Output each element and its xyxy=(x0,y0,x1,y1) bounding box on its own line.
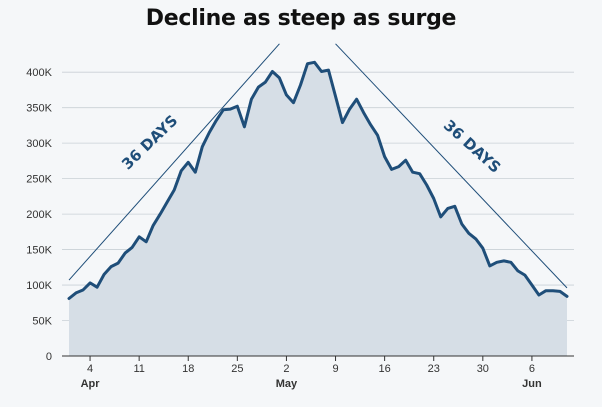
x-month-label: May xyxy=(276,378,298,390)
y-tick-label: 350K xyxy=(26,103,52,115)
data-line xyxy=(67,60,569,300)
annotation-line xyxy=(68,43,280,281)
x-tick-label: 2 xyxy=(283,363,289,375)
y-tick-label: 0 xyxy=(46,351,52,363)
chart-title: Decline as steep as surge xyxy=(145,6,457,31)
annotation-lines xyxy=(68,43,568,289)
x-axis-tick-labels: 4 Apr 11 18 25 2 May 9 16 23 30 6 Jun xyxy=(81,363,542,390)
y-tick-label: 250K xyxy=(26,174,52,186)
y-tick-label: 400K xyxy=(26,67,52,79)
x-tick-label: 25 xyxy=(231,363,243,375)
y-tick-label: 300K xyxy=(26,138,52,150)
area-shape xyxy=(69,62,567,357)
x-tick-label: 6 xyxy=(529,363,535,375)
y-tick-label: 100K xyxy=(26,280,52,292)
area-fill xyxy=(69,62,567,357)
x-tick-label: 16 xyxy=(379,363,391,375)
y-axis-tick-labels: 0 50K 100K 150K 200K 250K 300K 350K 400K xyxy=(26,67,52,363)
x-tick-label: 18 xyxy=(182,363,194,375)
x-tick-label: 30 xyxy=(477,363,489,375)
x-tick-label: 9 xyxy=(332,363,338,375)
x-month-label: Apr xyxy=(81,378,101,390)
x-tick-label: 23 xyxy=(428,363,440,375)
y-tick-label: 200K xyxy=(26,209,52,221)
x-tick-label: 4 xyxy=(87,363,93,375)
x-tick-label: 11 xyxy=(133,363,144,375)
series-line xyxy=(67,60,569,300)
annotation-line xyxy=(335,43,568,289)
x-month-label: Jun xyxy=(522,378,542,390)
y-tick-label: 150K xyxy=(26,245,52,257)
y-tick-label: 50K xyxy=(32,316,52,328)
x-axis xyxy=(62,355,574,361)
